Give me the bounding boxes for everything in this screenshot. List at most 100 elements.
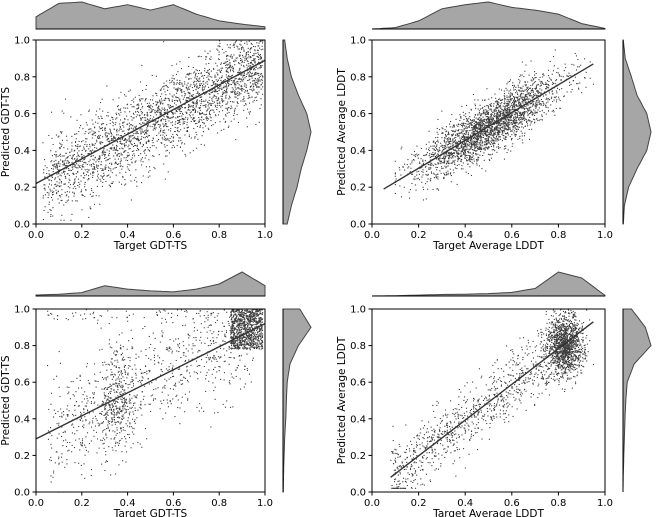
scatter-point bbox=[131, 150, 133, 152]
scatter-point bbox=[103, 168, 105, 170]
scatter-point bbox=[557, 72, 559, 74]
scatter-point bbox=[61, 189, 63, 191]
scatter-point bbox=[592, 83, 594, 85]
scatter-point bbox=[42, 142, 44, 144]
scatter-point bbox=[170, 130, 172, 132]
scatter-point bbox=[480, 125, 482, 127]
scatter-point bbox=[68, 182, 70, 184]
scatter-point bbox=[513, 121, 515, 123]
scatter-point bbox=[182, 117, 184, 119]
scatter-point bbox=[241, 59, 243, 61]
scatter-point bbox=[499, 114, 501, 116]
scatter-point bbox=[488, 159, 490, 161]
scatter-point bbox=[480, 148, 482, 150]
scatter-point bbox=[542, 76, 544, 78]
scatter-point bbox=[140, 138, 142, 140]
scatter-point bbox=[497, 114, 499, 116]
scatter-point bbox=[75, 176, 77, 178]
scatter-point bbox=[411, 160, 413, 162]
scatter-point bbox=[141, 146, 143, 148]
scatter-point bbox=[481, 126, 483, 128]
scatter-point bbox=[521, 132, 523, 134]
scatter-point bbox=[67, 199, 69, 201]
scatter-point bbox=[196, 102, 198, 104]
scatter-point bbox=[186, 112, 188, 114]
scatter-point bbox=[234, 92, 236, 94]
scatter-point bbox=[394, 173, 396, 175]
scatter-point bbox=[513, 97, 515, 99]
scatter-point bbox=[516, 90, 518, 92]
scatter-point bbox=[140, 118, 142, 120]
scatter-point bbox=[122, 166, 124, 168]
scatter-point bbox=[176, 92, 178, 94]
scatter-point bbox=[474, 141, 476, 143]
scatter-point bbox=[247, 60, 249, 62]
scatter-point bbox=[480, 134, 482, 136]
scatter-point bbox=[86, 138, 88, 140]
scatter-point bbox=[503, 114, 505, 116]
scatter-point bbox=[503, 158, 505, 160]
scatter-point bbox=[516, 130, 518, 132]
scatter-point bbox=[492, 134, 494, 136]
scatter-point bbox=[453, 141, 455, 143]
scatter-point bbox=[240, 40, 242, 42]
scatter-point bbox=[190, 106, 192, 108]
scatter-point bbox=[459, 124, 461, 126]
scatter-point bbox=[87, 179, 89, 181]
scatter-point bbox=[70, 116, 72, 118]
scatter-point bbox=[91, 143, 93, 145]
scatter-point bbox=[467, 154, 469, 156]
scatter-point bbox=[495, 107, 497, 109]
scatter-point bbox=[82, 140, 84, 142]
scatter-point bbox=[535, 86, 537, 88]
scatter-point bbox=[226, 92, 228, 94]
scatter-point bbox=[145, 142, 147, 144]
scatter-point bbox=[156, 134, 158, 136]
scatter-point bbox=[563, 95, 565, 97]
scatter-point bbox=[575, 55, 577, 57]
scatter-point bbox=[458, 153, 460, 155]
scatter-point bbox=[174, 102, 176, 104]
scatter-point bbox=[550, 78, 552, 80]
scatter-point bbox=[126, 140, 128, 142]
scatter-point bbox=[482, 112, 484, 114]
scatter-point bbox=[61, 139, 63, 141]
scatter-point bbox=[257, 80, 259, 82]
scatter-point bbox=[164, 98, 166, 100]
scatter-point bbox=[92, 174, 94, 176]
scatter-point bbox=[76, 133, 78, 135]
scatter-point bbox=[84, 196, 86, 198]
scatter-point bbox=[193, 128, 195, 130]
scatter-point bbox=[505, 125, 507, 127]
scatter-point bbox=[495, 120, 497, 122]
scatter-point bbox=[64, 191, 66, 193]
scatter-point bbox=[221, 81, 223, 83]
scatter-point bbox=[185, 86, 187, 88]
scatter-point bbox=[68, 178, 70, 180]
scatter-point bbox=[84, 133, 86, 135]
scatter-point bbox=[171, 65, 173, 67]
scatter-point bbox=[506, 117, 508, 119]
scatter-point bbox=[551, 73, 553, 75]
scatter-point bbox=[102, 150, 104, 152]
scatter-point bbox=[67, 148, 69, 150]
scatter-point bbox=[512, 104, 514, 106]
scatter-point bbox=[257, 79, 259, 81]
scatter-point bbox=[506, 100, 508, 102]
scatter-point bbox=[437, 139, 439, 141]
scatter-point bbox=[185, 93, 187, 95]
scatter-point bbox=[251, 62, 253, 64]
scatter-point bbox=[436, 158, 438, 160]
scatter-point bbox=[180, 91, 182, 93]
scatter-point bbox=[229, 62, 231, 64]
scatter-point bbox=[142, 122, 144, 124]
scatter-point bbox=[177, 116, 179, 118]
scatter-point bbox=[169, 93, 171, 95]
scatter-point bbox=[75, 141, 77, 143]
scatter-point bbox=[147, 140, 149, 142]
scatter-point bbox=[512, 118, 514, 120]
scatter-point bbox=[156, 110, 158, 112]
scatter-point bbox=[498, 127, 500, 129]
scatter-point bbox=[142, 175, 144, 177]
scatter-point bbox=[480, 138, 482, 140]
